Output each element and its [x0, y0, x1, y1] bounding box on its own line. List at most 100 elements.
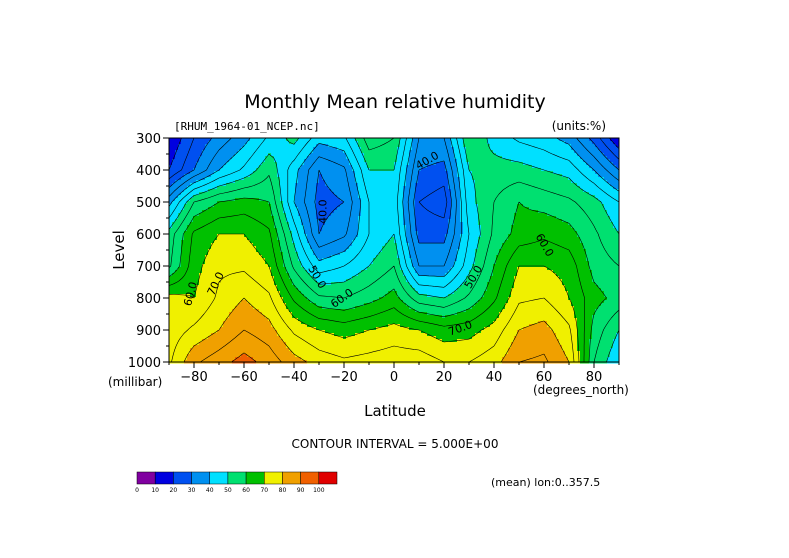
contour-cell: [343, 213, 347, 217]
contour-cell: [553, 204, 557, 208]
contour-cell: [613, 150, 617, 154]
contour-cell: [496, 144, 500, 148]
contour-cell: [292, 222, 296, 226]
contour-cell: [295, 207, 299, 211]
contour-cell: [313, 156, 317, 160]
contour-cell: [292, 195, 296, 199]
contour-cell: [466, 189, 470, 193]
contour-cell: [505, 171, 509, 175]
contour-cell: [214, 141, 218, 145]
contour-cell: [604, 153, 608, 157]
contour-cell: [589, 198, 593, 202]
contour-cell: [454, 231, 458, 235]
contour-cell: [430, 174, 434, 178]
contour-cell: [367, 180, 371, 184]
contour-cell: [229, 207, 233, 211]
contour-cell: [574, 225, 578, 229]
contour-cell: [550, 201, 554, 205]
contour-cell: [427, 165, 431, 169]
contour-cell: [436, 222, 440, 226]
contour-cell: [262, 174, 266, 178]
contour-cell: [574, 228, 578, 232]
contour-cell: [262, 216, 266, 220]
contour-cell: [565, 216, 569, 220]
contour-cell: [373, 150, 377, 154]
contour-cell: [283, 147, 287, 151]
contour-cell: [238, 165, 242, 169]
contour-cell: [391, 171, 395, 175]
contour-cell: [271, 201, 275, 205]
contour-cell: [280, 219, 284, 223]
contour-cell: [589, 183, 593, 187]
contour-cell: [508, 231, 512, 235]
contour-cell: [217, 180, 221, 184]
contour-cell: [328, 153, 332, 157]
contour-cell: [283, 183, 287, 187]
contour-cell: [595, 180, 599, 184]
contour-cell: [520, 231, 524, 235]
contour-cell: [301, 213, 305, 217]
contour-cell: [298, 228, 302, 232]
contour-cell: [400, 213, 404, 217]
contour-cell: [259, 156, 263, 160]
contour-cell: [463, 162, 467, 166]
contour-cell: [598, 156, 602, 160]
contour-cell: [343, 177, 347, 181]
contour-cell: [331, 219, 335, 223]
contour-cell: [280, 210, 284, 214]
contour-cell: [187, 228, 191, 232]
contour-cell: [583, 186, 587, 190]
contour-cell: [421, 231, 425, 235]
contour-cell: [517, 204, 521, 208]
contour-cell: [307, 198, 311, 202]
contour-cell: [223, 141, 227, 145]
contour-cell: [520, 150, 524, 154]
contour-cell: [193, 138, 197, 142]
contour-cell: [259, 225, 263, 229]
contour-cell: [475, 228, 479, 232]
contour-cell: [379, 192, 383, 196]
contour-cell: [502, 195, 506, 199]
contour-cell: [493, 177, 497, 181]
contour-cell: [328, 210, 332, 214]
contour-cell: [373, 183, 377, 187]
contour-cell: [421, 222, 425, 226]
contour-cell: [589, 174, 593, 178]
contour-cell: [406, 186, 410, 190]
contour-cell: [580, 210, 584, 214]
contour-cell: [442, 156, 446, 160]
contour-cell: [412, 225, 416, 229]
contour-cell: [529, 141, 533, 145]
contour-cell: [460, 201, 464, 205]
contour-cell: [460, 147, 464, 151]
contour-cell: [421, 147, 425, 151]
contour-cell: [445, 222, 449, 226]
contour-cell: [298, 222, 302, 226]
contour-cell: [580, 141, 584, 145]
contour-cell: [538, 141, 542, 145]
contour-cell: [451, 171, 455, 175]
contour-cell: [328, 174, 332, 178]
contour-cell: [511, 171, 515, 175]
contour-cell: [394, 201, 398, 205]
contour-cell: [610, 192, 614, 196]
contour-cell: [520, 186, 524, 190]
contour-cell: [373, 213, 377, 217]
contour-cell: [376, 183, 380, 187]
contour-cell: [562, 144, 566, 148]
contour-cell: [298, 234, 302, 238]
contour-cell: [223, 204, 227, 208]
contour-cell: [406, 174, 410, 178]
contour-cell: [367, 186, 371, 190]
contour-cell: [232, 174, 236, 178]
contour-cell: [466, 228, 470, 232]
contour-cell: [550, 228, 554, 232]
contour-cell: [313, 213, 317, 217]
contour-cell: [376, 192, 380, 196]
contour-cell: [583, 183, 587, 187]
contour-cell: [439, 195, 443, 199]
contour-cell: [373, 222, 377, 226]
contour-cell: [589, 177, 593, 181]
contour-cell: [202, 174, 206, 178]
contour-cell: [238, 156, 242, 160]
